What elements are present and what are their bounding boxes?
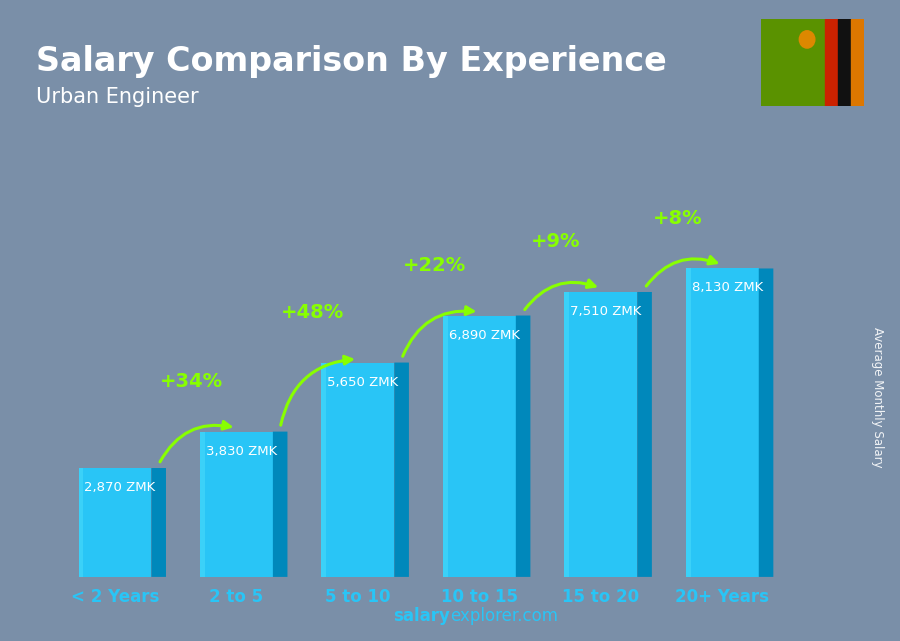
Text: +48%: +48% xyxy=(282,303,345,322)
Circle shape xyxy=(799,31,815,48)
FancyArrowPatch shape xyxy=(402,307,473,356)
Text: Salary Comparison By Experience: Salary Comparison By Experience xyxy=(36,45,667,78)
Text: +8%: +8% xyxy=(652,208,702,228)
Polygon shape xyxy=(686,269,759,577)
FancyArrowPatch shape xyxy=(160,421,230,462)
FancyArrowPatch shape xyxy=(281,356,352,425)
Bar xyxy=(838,19,851,106)
Text: +9%: +9% xyxy=(531,232,580,251)
Polygon shape xyxy=(78,468,151,577)
Polygon shape xyxy=(394,363,409,577)
Polygon shape xyxy=(321,363,327,577)
Text: 3,830 ZMK: 3,830 ZMK xyxy=(206,445,277,458)
Bar xyxy=(851,19,864,106)
Polygon shape xyxy=(637,292,652,577)
FancyArrowPatch shape xyxy=(525,280,595,310)
FancyArrowPatch shape xyxy=(646,256,716,286)
Text: Average Monthly Salary: Average Monthly Salary xyxy=(871,327,884,468)
Polygon shape xyxy=(200,431,205,577)
Text: 7,510 ZMK: 7,510 ZMK xyxy=(570,305,642,318)
Polygon shape xyxy=(686,269,690,577)
Text: 6,890 ZMK: 6,890 ZMK xyxy=(449,329,519,342)
Polygon shape xyxy=(564,292,637,577)
Text: Urban Engineer: Urban Engineer xyxy=(36,87,199,106)
Text: salary: salary xyxy=(393,607,450,625)
Polygon shape xyxy=(151,468,166,577)
Text: 2,870 ZMK: 2,870 ZMK xyxy=(85,481,156,494)
Polygon shape xyxy=(759,269,773,577)
Polygon shape xyxy=(516,315,530,577)
Polygon shape xyxy=(321,363,394,577)
Text: +22%: +22% xyxy=(403,256,466,274)
Polygon shape xyxy=(273,431,287,577)
Polygon shape xyxy=(78,468,84,577)
Text: 8,130 ZMK: 8,130 ZMK xyxy=(691,281,763,294)
Polygon shape xyxy=(200,431,273,577)
Polygon shape xyxy=(443,315,516,577)
Text: 5,650 ZMK: 5,650 ZMK xyxy=(327,376,399,388)
Polygon shape xyxy=(564,292,570,577)
Text: explorer.com: explorer.com xyxy=(450,607,558,625)
Polygon shape xyxy=(443,315,448,577)
Bar xyxy=(825,19,838,106)
Text: +34%: +34% xyxy=(160,372,223,391)
